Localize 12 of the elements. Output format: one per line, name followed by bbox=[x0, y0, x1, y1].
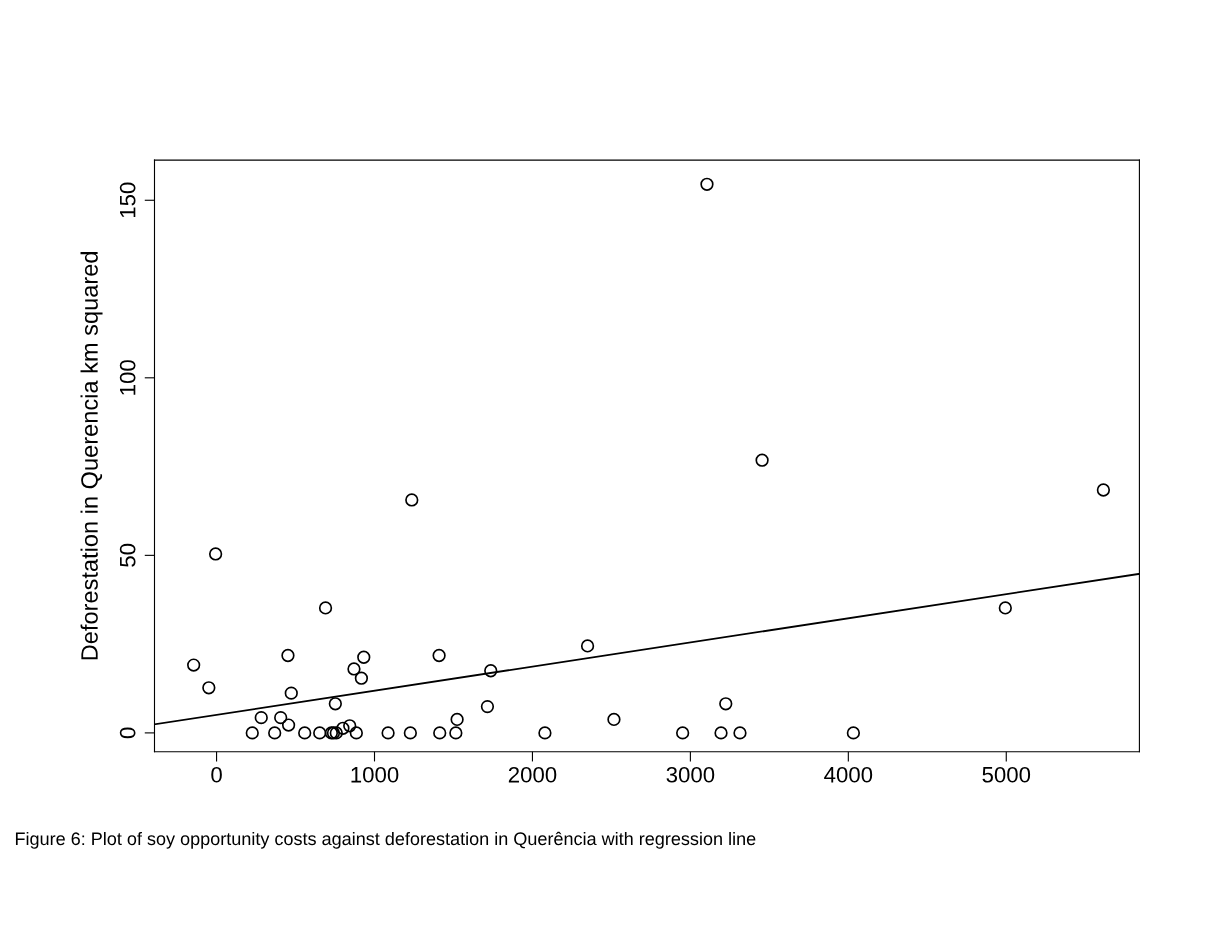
y-axis-title: Deforestation in Querencia km squared bbox=[80, 252, 103, 660]
y-tick-label: 0 bbox=[119, 727, 136, 739]
x-tick-label: 4000 bbox=[824, 766, 873, 783]
x-tick-label: 5000 bbox=[982, 766, 1031, 783]
x-tick-label: 1000 bbox=[351, 766, 399, 783]
y-tick-label: 100 bbox=[119, 360, 136, 395]
caption: Figure 6: Plot of soy opportunity costs against deforestation in Querência with regression line bbox=[15, 831, 756, 849]
x-tick-label: 2000 bbox=[508, 766, 557, 783]
x-tick-label: 3000 bbox=[666, 766, 715, 783]
y-tick-label: 150 bbox=[119, 182, 136, 218]
x-tick-label: 0 bbox=[211, 766, 222, 783]
y-tick-label: 50 bbox=[119, 543, 136, 567]
